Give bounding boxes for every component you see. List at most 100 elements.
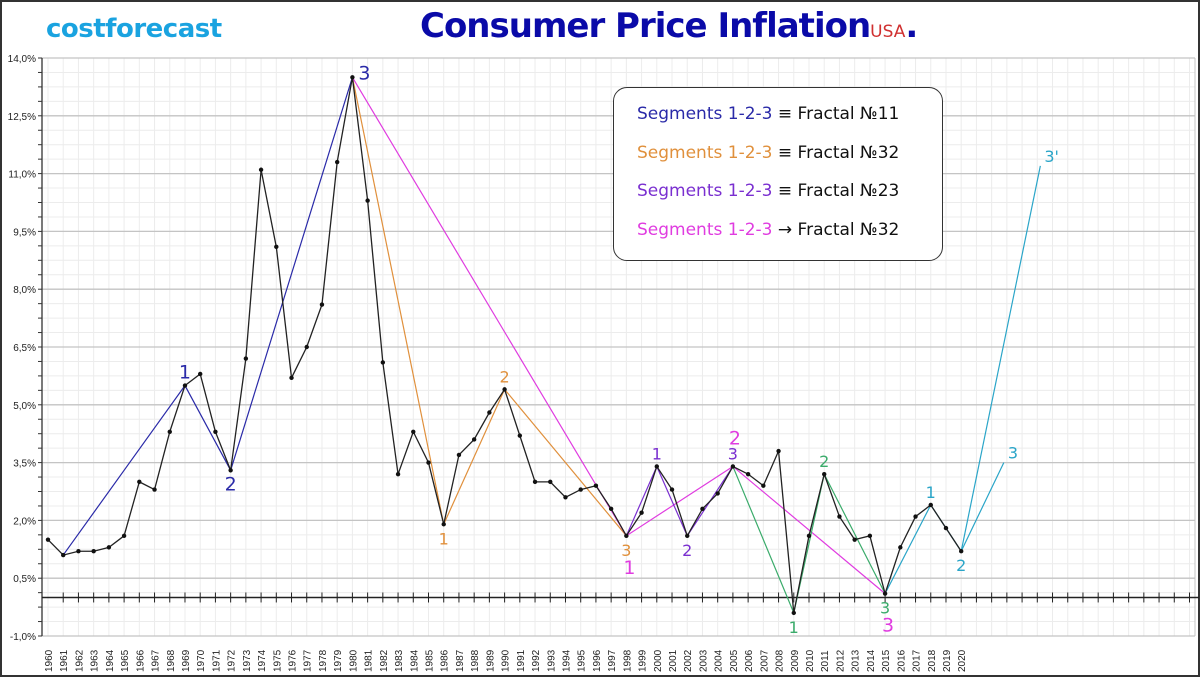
cpi-data-point	[943, 525, 949, 531]
x-tick-label: 1966	[135, 649, 146, 672]
x-tick-label: 1979	[333, 649, 344, 672]
x-tick-label: 2015	[881, 649, 892, 672]
fractal-point-label: 1	[179, 362, 191, 384]
cpi-data-point	[487, 410, 492, 415]
x-tick-label: 2010	[805, 649, 816, 672]
cpi-data-point	[806, 533, 812, 539]
y-tick-label: 9,5%	[13, 227, 36, 238]
x-tick-label: 1988	[470, 649, 481, 672]
cpi-data-point	[913, 514, 918, 519]
y-tick-label: 0,5%	[13, 574, 36, 585]
fractal-point-label: 3	[1008, 444, 1018, 463]
x-tick-label: 1968	[166, 649, 177, 672]
fractal-point-label: 3	[882, 615, 894, 637]
legend-relation-label: ≡ Fractal №32	[772, 143, 900, 163]
fractal-point-label: 1	[439, 529, 449, 548]
legend-item-fractal-32: Segments 1-2-3 ≡ Fractal №32	[637, 143, 899, 163]
cpi-data-point	[61, 552, 66, 558]
x-tick-label: 1967	[151, 649, 162, 672]
x-tick-label: 2004	[714, 649, 725, 672]
x-tick-label: 1983	[394, 649, 405, 672]
cpi-data-point	[274, 244, 279, 250]
x-tick-label: 1976	[288, 649, 299, 672]
fractal-point-label: 2	[729, 427, 741, 449]
x-tick-label: 1995	[577, 649, 588, 672]
cpi-data-point	[441, 522, 446, 527]
y-tick-label: 6,5%	[13, 343, 36, 354]
chart-title: Consumer Price InflationUSA.	[420, 6, 918, 46]
cpi-data-point	[121, 533, 127, 539]
cpi-data-point	[258, 167, 264, 172]
cpi-data-point	[334, 159, 340, 165]
cpi-data-point	[228, 468, 233, 473]
fractal-segment-line	[62, 77, 353, 556]
y-tick-label: 8,0%	[13, 285, 36, 296]
fractal-point-label: 2	[225, 473, 237, 495]
y-tick-label: 11,0%	[8, 170, 36, 181]
cpi-data-point	[471, 437, 477, 442]
fractal-point-label: 3	[621, 541, 631, 560]
legend-box: Segments 1-2-3 ≡ Fractal №11 Segments 1-…	[613, 87, 943, 261]
cpi-data-point	[395, 471, 401, 477]
x-tick-label: 2013	[851, 649, 862, 672]
cpi-data-point	[426, 460, 431, 465]
x-tick-label: 1974	[257, 649, 268, 672]
x-tick-label: 1960	[44, 649, 55, 672]
x-tick-label: 1986	[440, 649, 451, 672]
x-tick-label: 1985	[425, 649, 436, 672]
x-tick-label: 1987	[455, 649, 466, 672]
legend-item-fractal-23: Segments 1-2-3 ≡ Fractal №23	[637, 181, 899, 201]
cpi-data-point	[152, 487, 157, 492]
cpi-data-point	[548, 479, 553, 485]
x-tick-label: 1992	[531, 649, 542, 672]
x-tick-label: 1999	[638, 649, 649, 672]
x-tick-label: 1961	[59, 649, 70, 672]
x-tick-label: 2016	[896, 649, 907, 672]
x-tick-label: 2017	[912, 649, 923, 672]
cpi-data-point	[213, 429, 218, 434]
cpi-data-point	[365, 198, 370, 203]
cpi-data-point	[289, 375, 294, 381]
x-tick-label: 1962	[74, 649, 85, 672]
x-tick-label: 1989	[485, 649, 496, 672]
fractal-segment-line	[732, 466, 886, 615]
x-tick-label: 2009	[790, 649, 801, 672]
legend-segments-label: Segments 1-2-3	[637, 181, 773, 201]
x-tick-label: 1978	[318, 649, 329, 672]
fractal-point-label: 2	[682, 541, 692, 560]
cpi-data-point	[182, 383, 188, 388]
x-tick-label: 2000	[653, 649, 664, 672]
cpi-data-point	[761, 483, 766, 488]
cpi-data-point	[867, 533, 873, 539]
x-tick-label: 1980	[348, 649, 359, 672]
brand-logo: costforecast	[46, 14, 222, 44]
fractal-point-label: 3	[728, 444, 738, 463]
x-tick-label: 1965	[120, 649, 131, 672]
cpi-data-point	[502, 387, 507, 392]
x-tick-label: 2008	[775, 649, 786, 672]
fractal-point-label: 2	[819, 452, 829, 471]
cpi-data-point	[137, 479, 142, 485]
x-tick-label: 1984	[409, 649, 420, 672]
cpi-data-point	[654, 464, 659, 469]
cpi-data-point	[76, 549, 81, 554]
x-tick-label: 1973	[242, 649, 253, 672]
title-dot: .	[905, 6, 918, 46]
legend-segments-label: Segments 1-2-3	[637, 143, 773, 163]
x-tick-label: 2020	[957, 649, 968, 672]
fractal-point-label: 3	[358, 62, 370, 84]
x-tick-label: 1977	[303, 649, 314, 672]
legend-relation-label: ≡ Fractal №23	[772, 181, 900, 201]
x-tick-label: 1972	[227, 649, 238, 672]
x-tick-label: 2019	[942, 649, 953, 672]
fractal-point-label: 1	[652, 444, 662, 463]
cpi-data-point	[837, 514, 842, 519]
y-tick-label: -1,0%	[10, 632, 36, 643]
cpi-data-point	[882, 591, 888, 596]
cpi-data-point	[822, 471, 827, 477]
cpi-data-point	[91, 549, 96, 554]
cpi-data-point	[715, 491, 720, 496]
x-tick-label: 2002	[683, 649, 694, 672]
x-tick-label: 2003	[698, 649, 709, 672]
